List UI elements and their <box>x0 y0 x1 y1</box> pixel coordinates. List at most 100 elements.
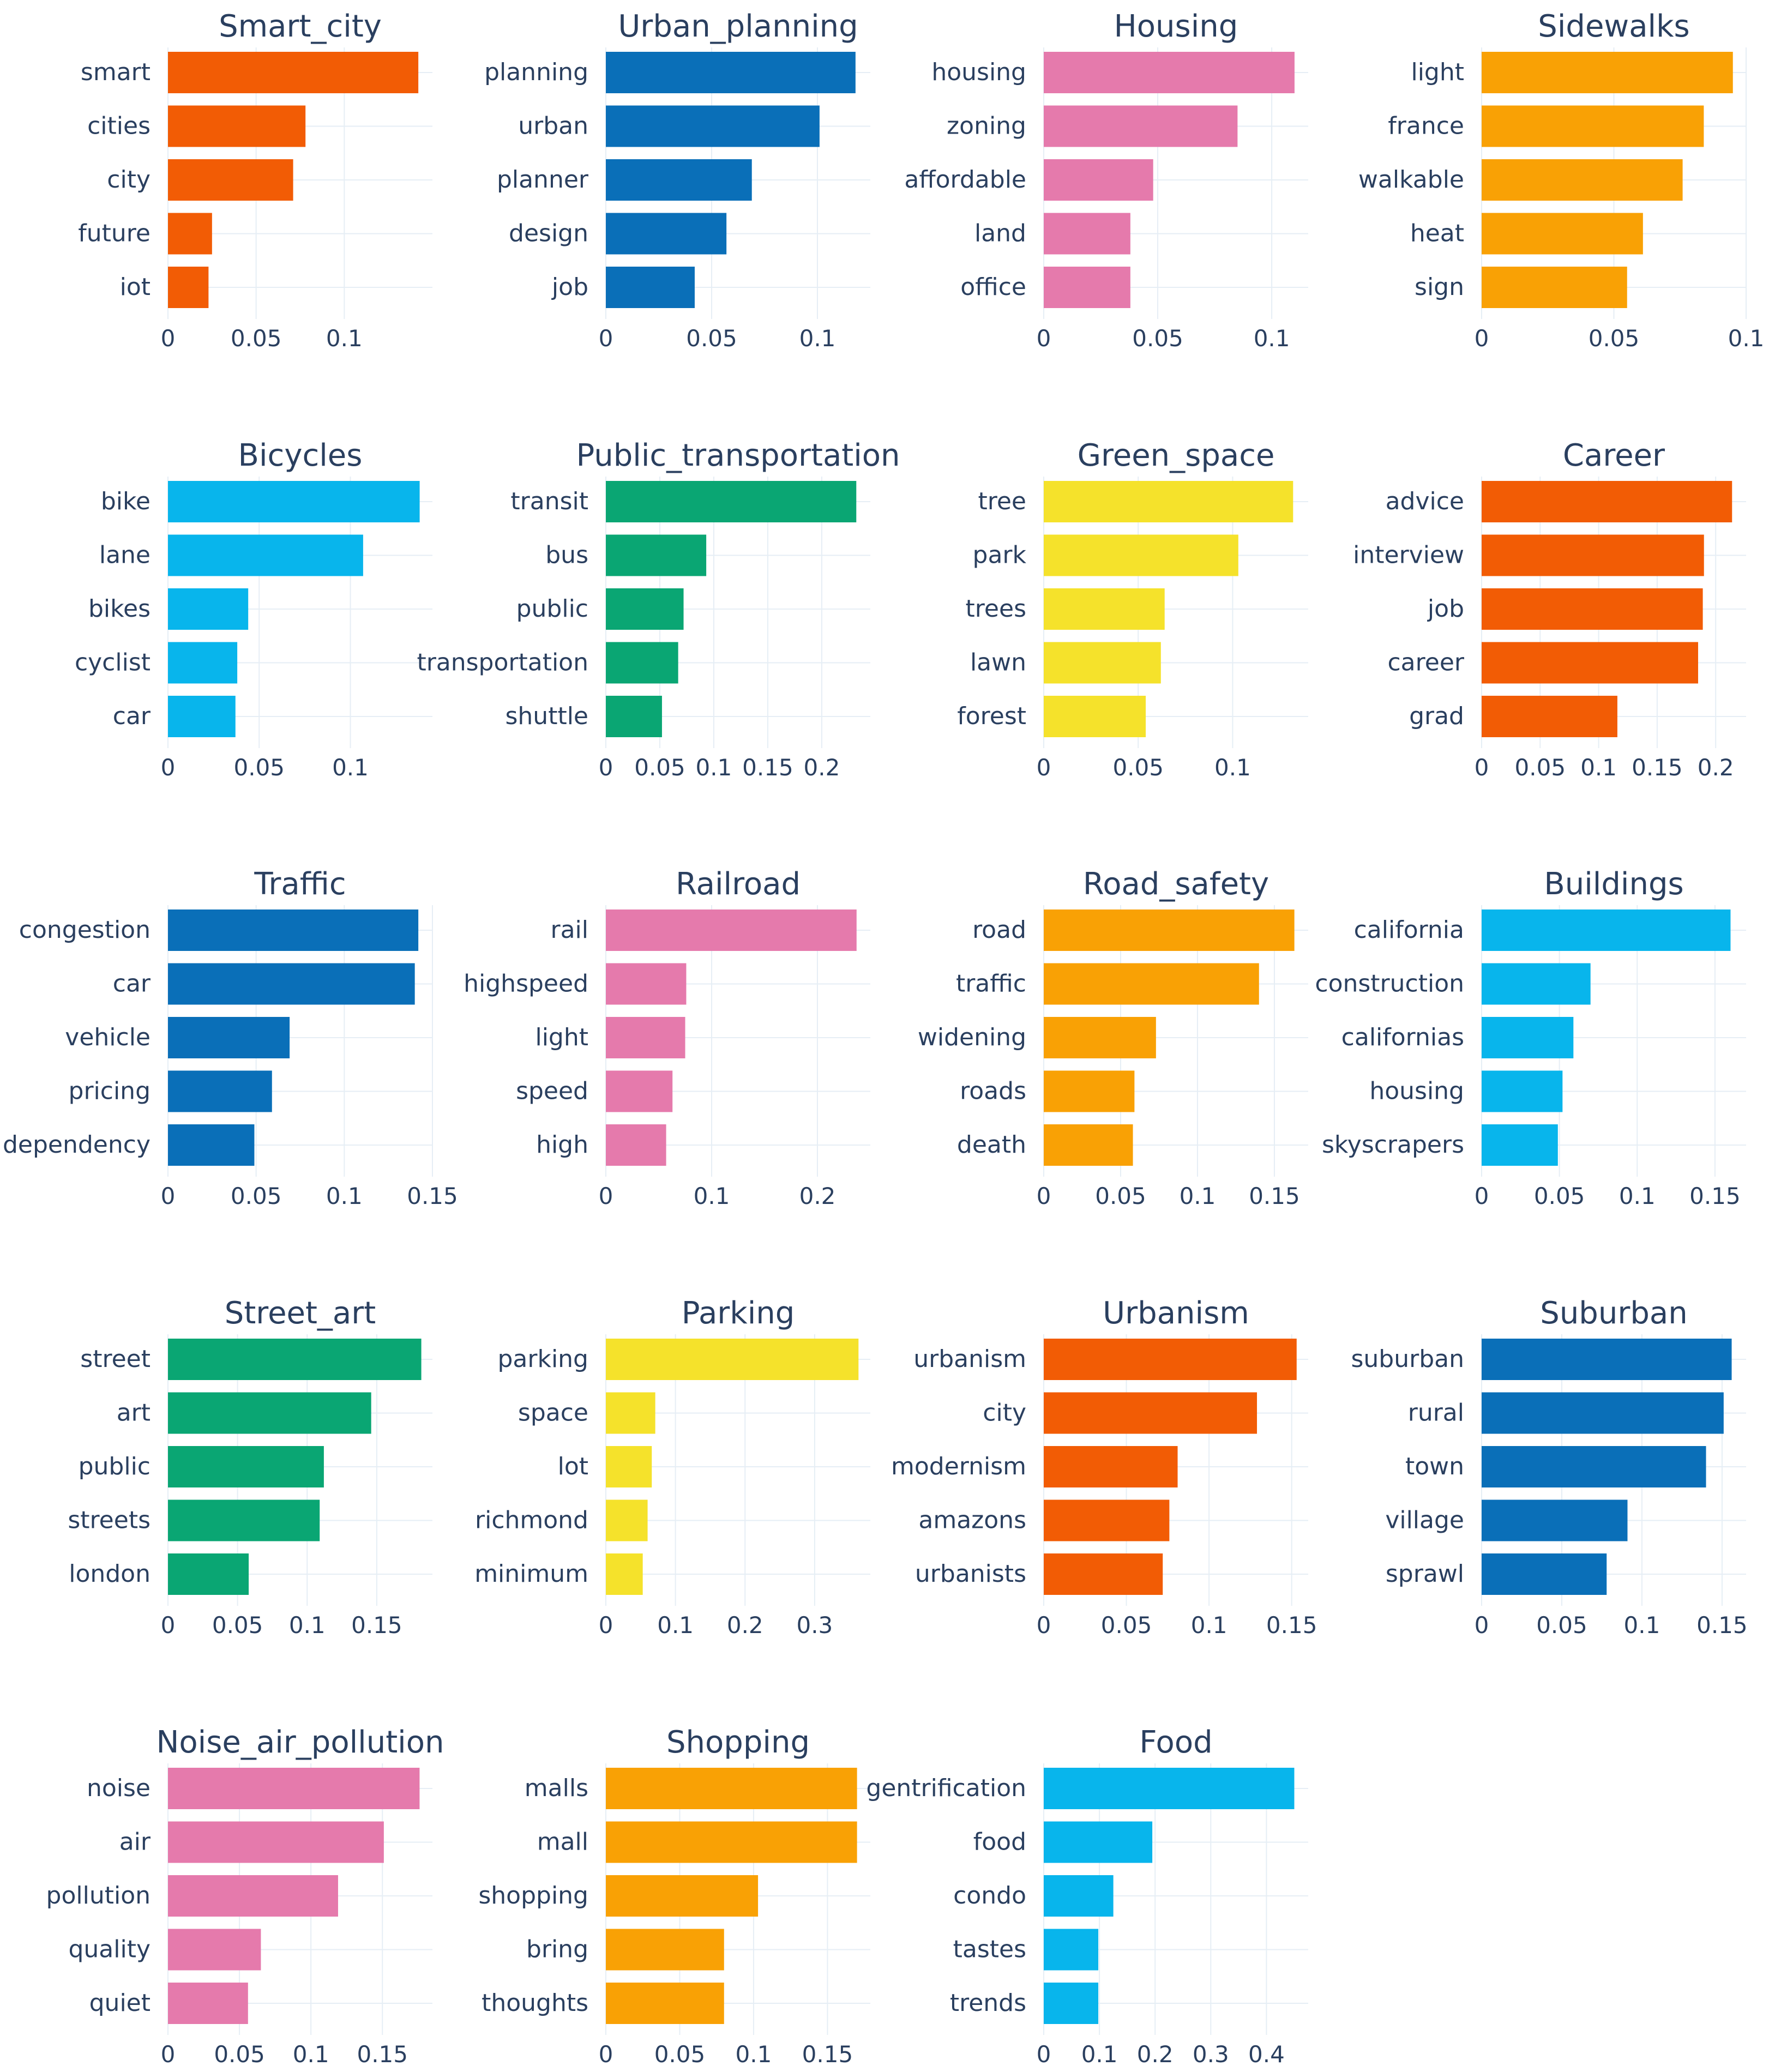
x-tick-label-food-0: 0 <box>1037 2041 1051 2068</box>
chart-title-traffic: Traffic <box>254 866 346 902</box>
category-label-sidewalks-light: light <box>1411 58 1464 86</box>
x-tick-label-suburban-0: 0 <box>1475 1612 1489 1639</box>
category-label-buildings-housing: housing <box>1369 1077 1464 1105</box>
bar-smart-city-future <box>168 213 212 255</box>
x-tick-label-public-transportation-2: 0.1 <box>696 754 732 781</box>
category-label-public-transportation-transit: transit <box>510 487 588 515</box>
bar-sidewalks-light <box>1482 52 1733 93</box>
bar-green-space-park <box>1044 534 1238 576</box>
category-label-buildings-californias: californias <box>1341 1023 1464 1051</box>
x-tick-label-parking-3: 0.3 <box>796 1612 833 1639</box>
category-label-suburban-town: town <box>1405 1453 1464 1480</box>
x-tick-label-shopping-2: 0.1 <box>736 2041 772 2068</box>
chart-title-noise-air-pollution: Noise_air_pollution <box>157 1725 444 1760</box>
x-tick-label-career-3: 0.15 <box>1632 754 1683 781</box>
category-label-parking-parking: parking <box>497 1345 588 1373</box>
category-label-sidewalks-france: france <box>1388 112 1464 140</box>
bar-smart-city-smart <box>168 52 419 93</box>
category-label-parking-richmond: richmond <box>475 1507 588 1534</box>
x-tick-label-parking-1: 0.1 <box>657 1612 694 1639</box>
x-tick-label-housing-1: 0.05 <box>1132 325 1183 352</box>
chart-title-bicycles: Bicycles <box>238 438 363 473</box>
bar-housing-affordable <box>1044 159 1153 201</box>
bar-shopping-shopping <box>606 1875 759 1917</box>
category-label-bicycles-bikes: bikes <box>88 595 151 623</box>
category-label-buildings-skyscrapers: skyscrapers <box>1322 1131 1464 1159</box>
bar-urbanism-modernism <box>1044 1446 1178 1487</box>
category-label-public-transportation-shuttle: shuttle <box>506 702 589 730</box>
category-label-public-transportation-bus: bus <box>545 541 588 569</box>
category-label-traffic-dependency: dependency <box>3 1131 151 1159</box>
category-label-parking-space: space <box>518 1399 588 1427</box>
category-label-green-space-lawn: lawn <box>970 649 1026 677</box>
bar-green-space-tree <box>1044 481 1293 522</box>
x-tick-label-buildings-0: 0 <box>1475 1183 1489 1209</box>
category-label-food-gentrification: gentrification <box>866 1774 1026 1802</box>
bar-food-gentrification <box>1044 1768 1295 1809</box>
chart-title-housing: Housing <box>1114 9 1238 44</box>
bar-suburban-sprawl <box>1482 1553 1607 1595</box>
x-tick-label-road-safety-3: 0.15 <box>1249 1183 1300 1209</box>
x-tick-label-suburban-1: 0.05 <box>1536 1612 1587 1639</box>
bar-road-safety-road <box>1044 909 1295 951</box>
x-tick-label-traffic-1: 0.05 <box>231 1183 282 1209</box>
chart-title-career: Career <box>1563 438 1665 473</box>
category-label-street-art-street: street <box>80 1345 151 1373</box>
bar-road-safety-roads <box>1044 1070 1135 1112</box>
x-tick-label-green-space-1: 0.05 <box>1112 754 1164 781</box>
bar-shopping-mall <box>606 1821 857 1863</box>
bar-sidewalks-heat <box>1482 213 1643 255</box>
bar-bicycles-bikes <box>168 588 249 630</box>
category-label-food-trends: trends <box>950 1989 1026 2017</box>
x-tick-label-career-4: 0.2 <box>1698 754 1734 781</box>
bar-bicycles-cyclist <box>168 642 238 684</box>
category-label-green-space-trees: trees <box>966 595 1026 623</box>
bar-parking-lot <box>606 1446 652 1487</box>
chart-urban-planning: Urban_planning planning urban planner design… <box>484 9 870 352</box>
category-label-bicycles-lane: lane <box>99 541 151 569</box>
bar-street-art-streets <box>168 1499 320 1541</box>
bar-sidewalks-sign <box>1482 267 1627 308</box>
x-tick-label-street-art-2: 0.1 <box>289 1612 326 1639</box>
chart-title-buildings: Buildings <box>1544 866 1683 902</box>
category-label-smart-city-smart: smart <box>81 58 151 86</box>
bar-housing-office <box>1044 267 1130 308</box>
bar-parking-parking <box>606 1339 859 1380</box>
bar-shopping-bring <box>606 1929 724 1971</box>
category-label-urban-planning-urban: urban <box>518 112 588 140</box>
category-label-smart-city-city: city <box>107 166 151 194</box>
category-label-urban-planning-planning: planning <box>484 58 588 86</box>
bar-sidewalks-france <box>1482 105 1704 147</box>
category-label-parking-lot: lot <box>558 1453 588 1480</box>
category-label-railroad-high: high <box>536 1131 588 1159</box>
category-label-railroad-rail: rail <box>550 916 588 944</box>
bar-shopping-thoughts <box>606 1983 724 2024</box>
x-tick-label-career-0: 0 <box>1475 754 1489 781</box>
category-label-sidewalks-heat: heat <box>1410 220 1464 248</box>
category-label-food-food: food <box>973 1828 1026 1856</box>
category-label-street-art-public: public <box>79 1453 151 1480</box>
x-tick-label-green-space-2: 0.1 <box>1214 754 1251 781</box>
category-label-smart-city-cities: cities <box>87 112 151 140</box>
category-label-urban-planning-job: job <box>551 273 588 301</box>
chart-title-urban-planning: Urban_planning <box>618 9 858 44</box>
x-tick-label-urbanism-1: 0.05 <box>1101 1612 1152 1639</box>
category-label-traffic-vehicle: vehicle <box>65 1023 151 1051</box>
category-label-railroad-speed: speed <box>516 1077 588 1105</box>
bar-urban-planning-urban <box>606 105 820 147</box>
x-tick-label-public-transportation-3: 0.15 <box>742 754 793 781</box>
category-label-career-interview: interview <box>1353 541 1464 569</box>
category-label-street-art-streets: streets <box>68 1507 151 1534</box>
bar-food-food <box>1044 1821 1153 1863</box>
bar-urban-planning-job <box>606 267 695 308</box>
chart-parking: Parking parking space lot richmond minimum 0 0.… <box>474 1296 870 1639</box>
chart-title-railroad: Railroad <box>676 866 801 902</box>
chart-title-green-space: Green_space <box>1078 438 1275 473</box>
bar-public-transportation-transportation <box>606 642 678 684</box>
category-label-housing-affordable: affordable <box>904 166 1026 194</box>
category-label-road-safety-road: road <box>972 916 1026 944</box>
